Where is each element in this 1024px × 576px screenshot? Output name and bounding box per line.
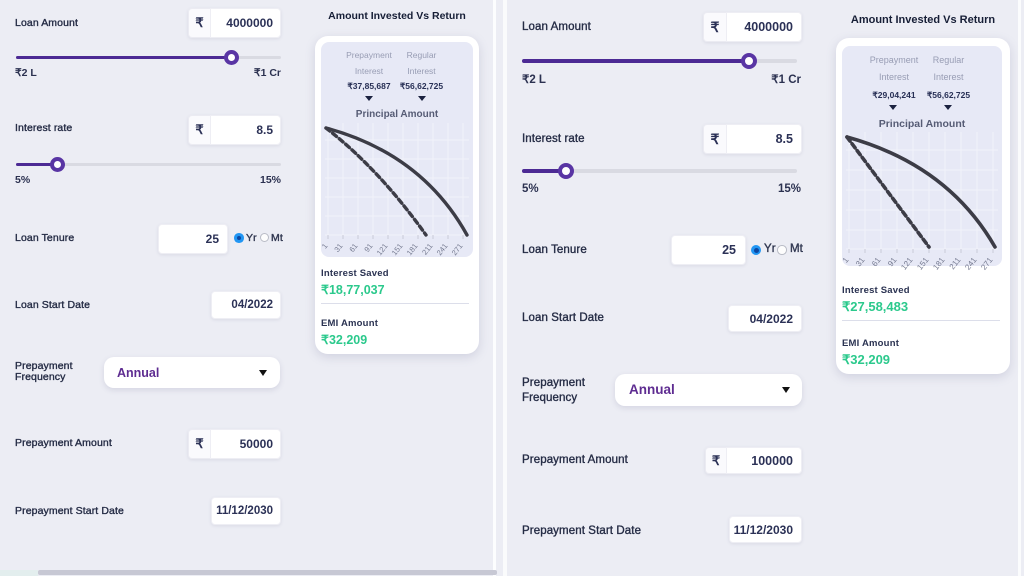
svg-text:91: 91 (886, 255, 899, 268)
svg-text:1: 1 (841, 255, 851, 264)
svg-text:61: 61 (870, 255, 883, 268)
svg-text:31: 31 (332, 242, 344, 254)
svg-text:1: 1 (320, 242, 330, 251)
svg-text:91: 91 (362, 242, 374, 254)
svg-text:31: 31 (854, 255, 867, 268)
svg-text:61: 61 (347, 242, 359, 254)
